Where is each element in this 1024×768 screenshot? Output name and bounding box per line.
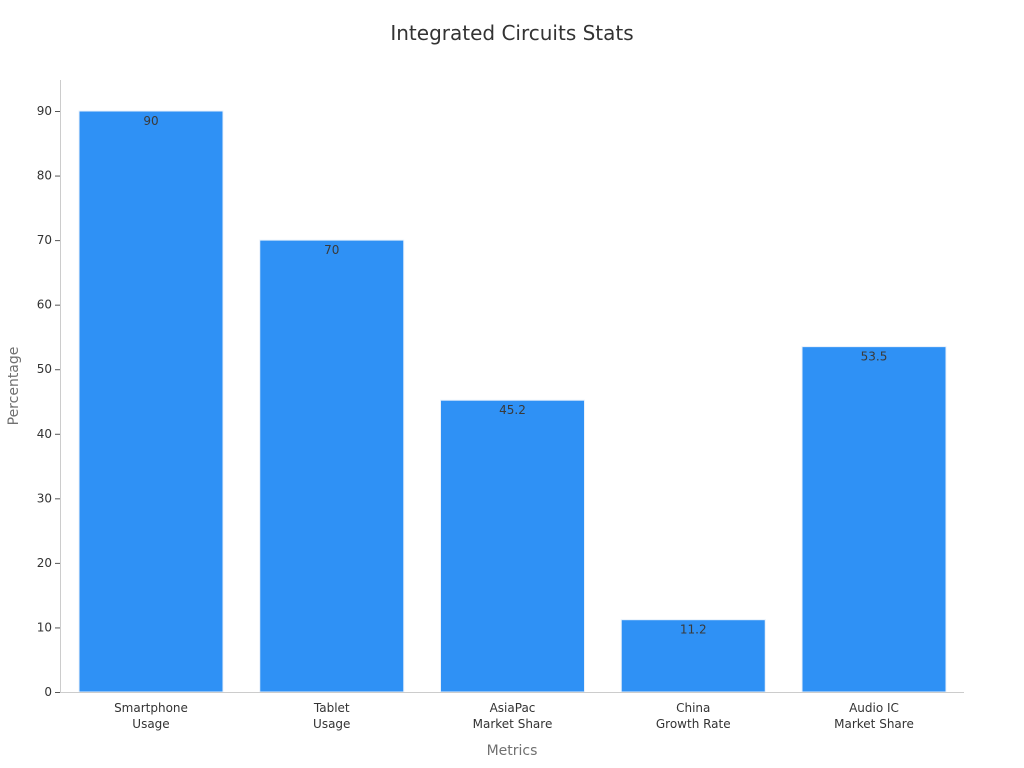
- bar-2: [440, 399, 585, 693]
- y-tick-label-1: 10: [37, 620, 52, 634]
- x-ticks-group: Smartphone Usage Tablet Usage AsiaPac Market …: [114, 701, 914, 731]
- data-label-3: 11.2: [680, 623, 707, 637]
- bar-0: [78, 110, 224, 693]
- chart-title: Integrated Circuits Stats: [390, 21, 633, 45]
- bars-group: [78, 110, 947, 693]
- x-tick-label-0: Smartphone Usage: [114, 701, 188, 731]
- bar-3: [620, 619, 766, 693]
- data-labels-group: 90 70 45.2 11.2 53.5: [143, 114, 887, 637]
- y-tick-label-0: 0: [44, 685, 52, 699]
- x-tick-label-3: China Growth Rate: [656, 701, 731, 731]
- y-tick-label-4: 40: [37, 427, 52, 441]
- y-tick-label-6: 60: [37, 298, 52, 312]
- data-label-2: 45.2: [499, 403, 526, 417]
- x-tick-label-4: Audio IC Market Share: [834, 701, 914, 731]
- data-label-4: 53.5: [861, 350, 888, 364]
- data-label-0: 90: [143, 114, 158, 128]
- y-axis-title: Percentage: [6, 347, 22, 426]
- y-tick-label-2: 20: [37, 556, 52, 570]
- x-tick-label-1: Tablet Usage: [313, 701, 351, 731]
- y-tick-label-8: 80: [37, 169, 52, 183]
- y-ticks-group: 0 10 20 30 40 50 60 70 80 90: [37, 104, 60, 699]
- y-tick-label-7: 70: [37, 233, 52, 247]
- data-label-1: 70: [324, 243, 339, 257]
- bar-4: [801, 346, 947, 693]
- bar-1: [259, 239, 405, 693]
- y-tick-label-5: 50: [37, 362, 52, 376]
- y-tick-label-9: 90: [37, 104, 52, 118]
- x-tick-label-2: AsiaPac Market Share: [473, 701, 553, 731]
- x-axis-title: Metrics: [487, 743, 538, 759]
- y-tick-label-3: 30: [37, 491, 52, 505]
